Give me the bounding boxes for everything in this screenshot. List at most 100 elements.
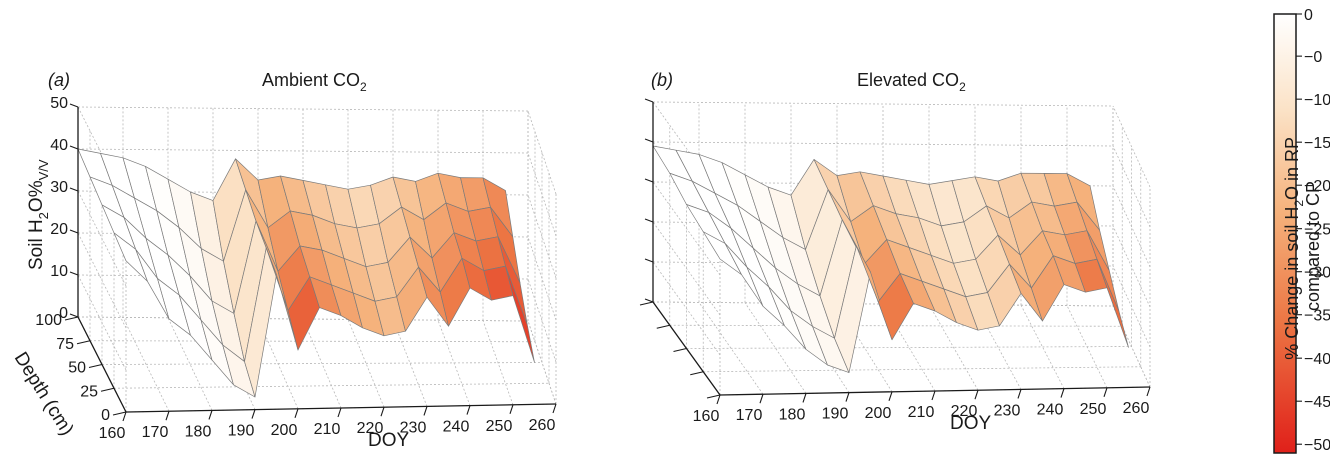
panel-b-x-axis-label: DOY bbox=[950, 413, 992, 434]
panel-a-x-tick bbox=[294, 408, 299, 418]
colorbar-tick-label: −35 bbox=[1304, 308, 1330, 325]
panel-b-x-tick bbox=[974, 390, 979, 400]
colorbar-tick-label: −0 bbox=[1304, 49, 1322, 66]
panel-a-depth-tick bbox=[112, 411, 127, 416]
panel-a-x-tick-label: 200 bbox=[271, 422, 298, 439]
panel-b-depth-tick bbox=[673, 347, 687, 353]
panel-a-z-tick-label: 10 bbox=[50, 263, 68, 280]
panel-a-z-tick bbox=[69, 187, 79, 192]
panel-a-x-tick-label: 210 bbox=[314, 421, 341, 438]
panel-a-x-tick-label: 170 bbox=[142, 424, 169, 441]
panel-a-ambient-co2: (a) Ambient CO2 160 170 180 190 200 210 220 230… bbox=[10, 70, 557, 451]
panel-a-x-tick-label: 260 bbox=[529, 417, 556, 434]
panel-b-elevated-co2: (b) Elevated CO2 160 170 180 190 200 210 220 23… bbox=[639, 70, 1151, 434]
panel-a-z-tick-label: 50 bbox=[50, 95, 68, 112]
panel-a-x-tick-label: 230 bbox=[400, 419, 427, 436]
panel-b-title: Elevated CO2 bbox=[857, 70, 966, 94]
panel-a-z-tick bbox=[69, 313, 79, 318]
panel-a-x-axis-label: DOY bbox=[368, 430, 410, 451]
panel-a-z-tick-label: 30 bbox=[50, 179, 68, 196]
panel-b-depth-tick bbox=[706, 394, 721, 399]
panel-b-x-tick-label: 160 bbox=[693, 408, 720, 425]
panel-a-z-tick bbox=[69, 271, 79, 276]
panel-a-z-tick bbox=[69, 103, 79, 108]
colorbar-tick-label: −45 bbox=[1304, 394, 1330, 411]
panel-b-depth-tick bbox=[656, 324, 670, 329]
panel-b-x-tick bbox=[1103, 387, 1108, 397]
panel-a-surface-cell bbox=[505, 265, 535, 363]
panel-a-x-tick-label: 240 bbox=[443, 419, 470, 436]
panel-a-x-tick bbox=[552, 403, 557, 414]
colorbar-label: % Change in soil H2O in RP compared to C… bbox=[1282, 132, 1323, 360]
panel-b-x-tick bbox=[802, 393, 807, 403]
panel-b-x-tick-label: 180 bbox=[779, 406, 806, 423]
panel-a-depth-tick bbox=[88, 363, 103, 369]
panel-b-x-tick bbox=[1060, 388, 1065, 398]
colorbar-tick-label: −20 bbox=[1304, 178, 1330, 195]
panel-a-x-tick bbox=[380, 407, 385, 417]
panel-b-x-tick-label: 250 bbox=[1080, 401, 1107, 418]
panel-b-x-tick-label: 190 bbox=[822, 406, 849, 423]
panel-b-x-tick bbox=[888, 391, 893, 401]
panel-b-x-tick-label: 240 bbox=[1037, 402, 1064, 419]
panel-b-x-tick bbox=[931, 390, 936, 401]
panel-a-axes: 160 170 180 190 200 210 220 230 240 250 2600255075… bbox=[35, 95, 557, 442]
panel-b-z-tick bbox=[644, 218, 654, 223]
panel-a-z-axis-label: Soil H2O%V/V bbox=[26, 159, 51, 270]
panel-b-label: (b) bbox=[651, 70, 673, 90]
panel-b-z-tick bbox=[644, 138, 654, 143]
panel-a-depth-tick-label: 75 bbox=[56, 336, 74, 353]
panel-a-x-tick-label: 160 bbox=[99, 425, 126, 442]
panel-a-depth-tick-label: 0 bbox=[101, 407, 110, 424]
panel-a-z-tick-label: 0 bbox=[59, 305, 68, 322]
panel-b-x-tick-label: 200 bbox=[865, 405, 892, 422]
panel-b-x-tick bbox=[716, 394, 721, 405]
panel-b-z-tick bbox=[644, 98, 654, 103]
colorbar-tick-label: −30 bbox=[1304, 265, 1330, 282]
colorbar-ticks: 0 −0 −10 −15 −20 −25 −30 −35 −40 −45 −50 bbox=[1296, 7, 1330, 454]
panel-a-x-tick bbox=[423, 406, 428, 416]
panel-b-surface bbox=[652, 145, 1129, 373]
panel-a-z-tick-label: 40 bbox=[50, 137, 68, 154]
panel-a-x-tick bbox=[251, 409, 256, 419]
panel-a-x-tick bbox=[208, 410, 213, 420]
panel-b-axes: 160 170 180 190 200 210 220 230 240 250 260 bbox=[639, 98, 1151, 425]
panel-a-x-tick-label: 250 bbox=[486, 418, 513, 435]
panel-b-x-tick-label: 210 bbox=[908, 404, 935, 421]
panel-b-z-tick bbox=[644, 298, 654, 303]
panel-a-depth-tick-label: 50 bbox=[68, 360, 86, 377]
panel-a-z-tick-label: 20 bbox=[50, 221, 68, 238]
colorbar-tick-label: −15 bbox=[1304, 135, 1330, 152]
colorbar-tick-label: −40 bbox=[1304, 351, 1330, 368]
panel-a-x-tick bbox=[466, 405, 471, 415]
panel-a-depth-tick bbox=[64, 316, 79, 321]
panel-b-x-tick bbox=[845, 392, 850, 402]
panel-a-x-tick-label: 180 bbox=[185, 423, 212, 440]
panel-b-z-tick bbox=[644, 258, 654, 263]
panel-b-x-tick bbox=[1017, 389, 1022, 399]
panel-a-x-tick bbox=[122, 411, 127, 422]
colorbar-gradient bbox=[1273, 13, 1297, 454]
panel-b-x-tick-label: 230 bbox=[994, 402, 1021, 419]
panel-a-surface bbox=[77, 148, 535, 398]
panel-b-z-tick bbox=[644, 178, 654, 183]
panel-b-x-tick-label: 260 bbox=[1123, 400, 1150, 417]
panel-a-depth-tick bbox=[76, 340, 91, 345]
panel-b-x-tick-label: 170 bbox=[736, 407, 763, 424]
panel-a-depth-tick-label: 25 bbox=[80, 383, 98, 400]
panel-a-depth-tick-label: 100 bbox=[35, 312, 62, 329]
colorbar: 0 −0 −10 −15 −20 −25 −30 −35 −40 −45 −50 % Change … bbox=[1273, 7, 1330, 454]
panel-a-title: Ambient CO2 bbox=[262, 70, 367, 94]
panel-b-x-tick-label: 220 bbox=[951, 403, 978, 420]
colorbar-tick-label: −25 bbox=[1304, 222, 1330, 239]
colorbar-tick-label: −50 bbox=[1304, 437, 1330, 454]
colorbar-tick-label: 0 bbox=[1304, 7, 1313, 24]
panel-a-x-tick bbox=[165, 411, 170, 421]
panel-b-x-tick bbox=[759, 394, 764, 404]
panel-b-depth-tick bbox=[690, 371, 704, 376]
panel-a-z-tick bbox=[69, 145, 79, 150]
panel-a-depth-tick bbox=[100, 387, 115, 392]
panel-a-x-tick-label: 190 bbox=[228, 423, 255, 440]
panel-a-x-tick bbox=[509, 404, 514, 414]
